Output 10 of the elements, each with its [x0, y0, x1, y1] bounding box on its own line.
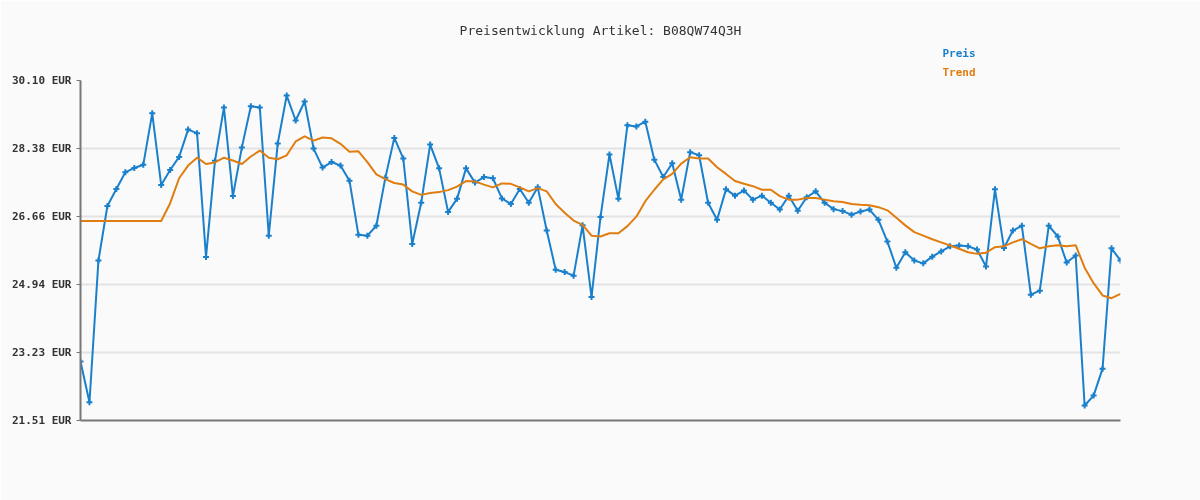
y-tick-label: 21.51 EUR — [11, 414, 72, 427]
y-tick-label: 24.94 EUR — [11, 278, 72, 292]
line-series — [80, 135, 1121, 300]
text: Preis — [942, 46, 976, 60]
y-tick-label: 26.66 EUR — [11, 210, 72, 224]
y-tick-label: 30.10 EUR — [11, 74, 72, 87]
y-tick-label: 28.38 EUR — [11, 142, 72, 156]
chart-title: Preisentwicklung Artikel: B08QW74Q3H — [459, 22, 742, 38]
y-tick-label: 23.23 EUR — [11, 345, 72, 359]
text: Trend — [942, 65, 976, 79]
